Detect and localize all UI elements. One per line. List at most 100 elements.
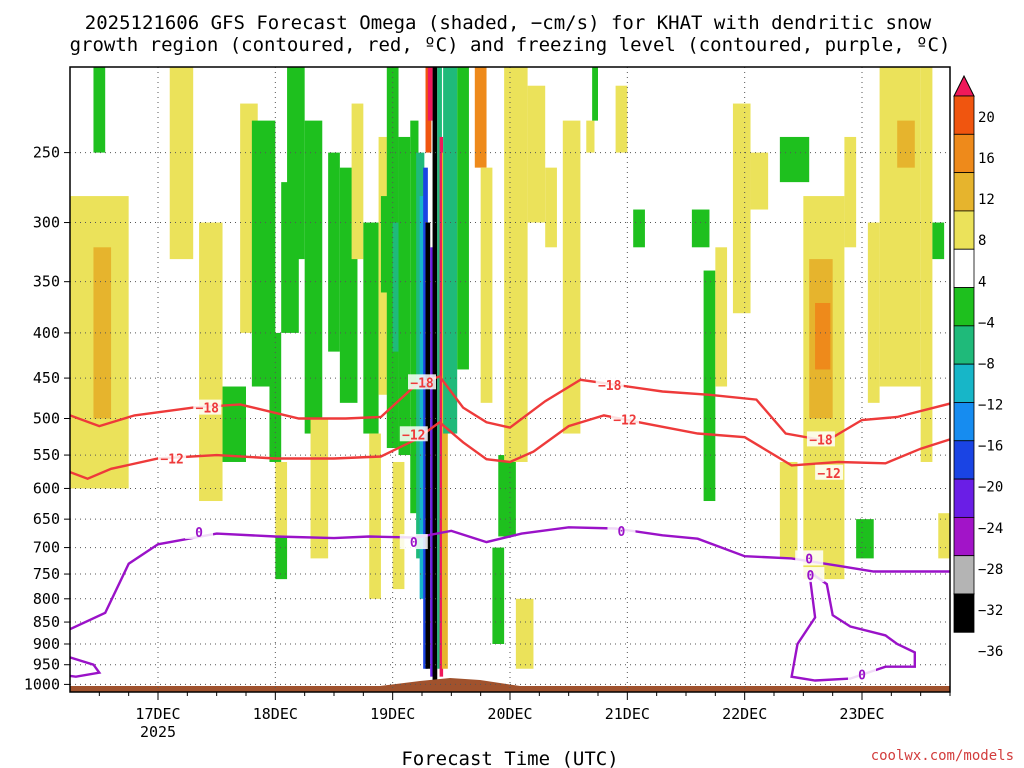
omega-cell-52 — [633, 209, 645, 248]
contour-label-bg-minus18-2 — [595, 376, 624, 392]
contour-minus12 — [70, 414, 950, 480]
colorbar-label-8: −16 — [978, 439, 1003, 455]
grid-lines — [70, 67, 950, 692]
omega-cell-56 — [732, 103, 751, 314]
contour-label-bg-zero_pocket_east-0 — [796, 567, 825, 583]
omega-cell-43 — [498, 455, 516, 537]
colorbar-swatch-2 — [953, 133, 975, 174]
omega-cell-54 — [703, 270, 716, 502]
colorbar-top-arrow — [953, 74, 975, 97]
omega-cell-45 — [515, 598, 534, 669]
chart-title-line1: 2025121606 GFS Forecast Omega (shaded, −… — [85, 12, 932, 34]
omega-cell-47 — [545, 167, 557, 248]
ytick-label-450: 450 — [33, 369, 60, 387]
omega-cell-35 — [427, 67, 433, 121]
omega-cell-13 — [304, 120, 323, 434]
omega-cell-57 — [750, 152, 769, 210]
omega-cell-12 — [287, 67, 305, 260]
colorbar-swatch-9 — [953, 402, 975, 442]
contour-label-bg-zero_iso-0 — [185, 523, 214, 539]
temperature-contours: −18 −18 −18 −18 −12 −12 −12 −12 0 0 0 0 0 0 — [70, 374, 950, 684]
contour-label-bg-minus18-1 — [408, 374, 436, 390]
ytick-label-400: 400 — [33, 324, 60, 342]
ytick-label-250: 250 — [33, 144, 60, 162]
colorbar-label-2: 12 — [978, 192, 995, 208]
colorbar: 20 16 12 8 4 −4 −8 −12 −16 −20 −24 −28 −32 −36 — [953, 74, 1003, 660]
omega-cell-41 — [480, 167, 493, 403]
colorbar-label-12: −32 — [978, 603, 1003, 619]
colorbar-swatch-7 — [953, 325, 975, 365]
colorbar-swatch-4 — [953, 210, 975, 250]
contour-label-minus12-1: −12 — [402, 428, 425, 443]
xtick-label-19DEC: 19DEC — [370, 705, 415, 723]
omega-cell-58 — [779, 136, 810, 183]
omega-cell-64 — [856, 519, 874, 559]
colorbar-swatch-1 — [953, 95, 975, 135]
colorbar-label-4: 4 — [978, 274, 986, 290]
contour-label-bg-minus18-3 — [806, 431, 835, 447]
colorbar-swatch-3 — [953, 172, 975, 212]
ytick-label-800: 800 — [33, 590, 60, 608]
omega-cell-39 — [457, 67, 469, 370]
omega-cell-26 — [410, 120, 419, 514]
chart-title-line2: growth region (contoured, red, ºC) and f… — [70, 34, 951, 56]
omega-cell-59 — [779, 461, 798, 559]
xtick-label-22DEC: 22DEC — [722, 705, 767, 723]
ytick-label-850: 850 — [33, 613, 60, 631]
contour-label-minus18-1: −18 — [410, 376, 434, 391]
omega-cell-68 — [920, 67, 933, 462]
credit-text: coolwx.com/models — [871, 748, 1014, 764]
xtick-label-20DEC: 20DEC — [487, 705, 532, 723]
contour-label-bg-minus12-0 — [158, 450, 187, 466]
contour-label-bg-zero_pocket_east-1 — [848, 666, 876, 682]
omega-cell-38 — [443, 67, 458, 434]
omega-cell-66 — [879, 67, 921, 387]
omega-cell-48 — [562, 120, 581, 434]
colorbar-swatch-8 — [953, 363, 975, 403]
contour-label-zero_iso-1: 0 — [410, 536, 418, 551]
xtick-label-21DEC: 21DEC — [605, 705, 650, 723]
contour-label-bg-zero_iso-3 — [795, 550, 824, 566]
omega-cell-4 — [93, 67, 106, 153]
colorbar-swatch-11 — [953, 478, 975, 518]
omega-cell-30 — [425, 222, 431, 669]
contour-minus18 — [70, 374, 950, 443]
ytick-label-950: 950 — [33, 656, 60, 674]
ytick-label-650: 650 — [33, 510, 60, 528]
xtick-label-18DEC: 18DEC — [253, 705, 298, 723]
contour-label-minus12-3: −12 — [817, 467, 840, 482]
omega-cell-15 — [328, 152, 340, 352]
omega-cell-14 — [310, 418, 329, 559]
contour-label-bg-zero_iso-2 — [607, 522, 636, 538]
colorbar-label-1: 16 — [978, 151, 995, 167]
xtick-sub-17DEC: 2025 — [140, 723, 176, 741]
contour-label-zero_pocket_east-1: 0 — [858, 669, 866, 684]
omega-shading — [70, 67, 950, 685]
omega-cell-70 — [938, 513, 950, 559]
omega-cell-33 — [437, 67, 442, 669]
pressure-axis: 250 300 350 400 450 500 550 600 650 700 750 800 850 9… — [24, 144, 70, 693]
omega-cell-7 — [251, 120, 276, 387]
xtick-label-23DEC: 23DEC — [839, 705, 884, 723]
omega-cell-19 — [369, 433, 381, 599]
omega-cell-63 — [844, 136, 857, 248]
ytick-label-550: 550 — [33, 446, 60, 464]
omega-cell-44 — [504, 67, 528, 462]
terrain-fill — [70, 678, 950, 692]
ytick-label-350: 350 — [33, 273, 60, 291]
ytick-label-300: 300 — [33, 214, 60, 232]
contour-zero_iso — [70, 526, 950, 631]
colorbar-bottom-arrow — [953, 593, 975, 626]
contour-label-minus18-2: −18 — [598, 379, 622, 394]
contour-label-bg-minus18-0 — [193, 399, 222, 415]
contour-zero_pocket_east — [790, 570, 916, 682]
ytick-label-600: 600 — [33, 479, 60, 497]
contour-label-minus12-2: −12 — [613, 413, 636, 428]
colorbar-swatch-12 — [953, 516, 975, 557]
omega-cell-69 — [932, 222, 945, 260]
ytick-label-500: 500 — [33, 410, 60, 428]
contour-label-minus18-0: −18 — [196, 402, 220, 417]
contour-label-zero_iso-0: 0 — [195, 526, 203, 541]
contour-label-minus18-3: −18 — [809, 433, 833, 448]
